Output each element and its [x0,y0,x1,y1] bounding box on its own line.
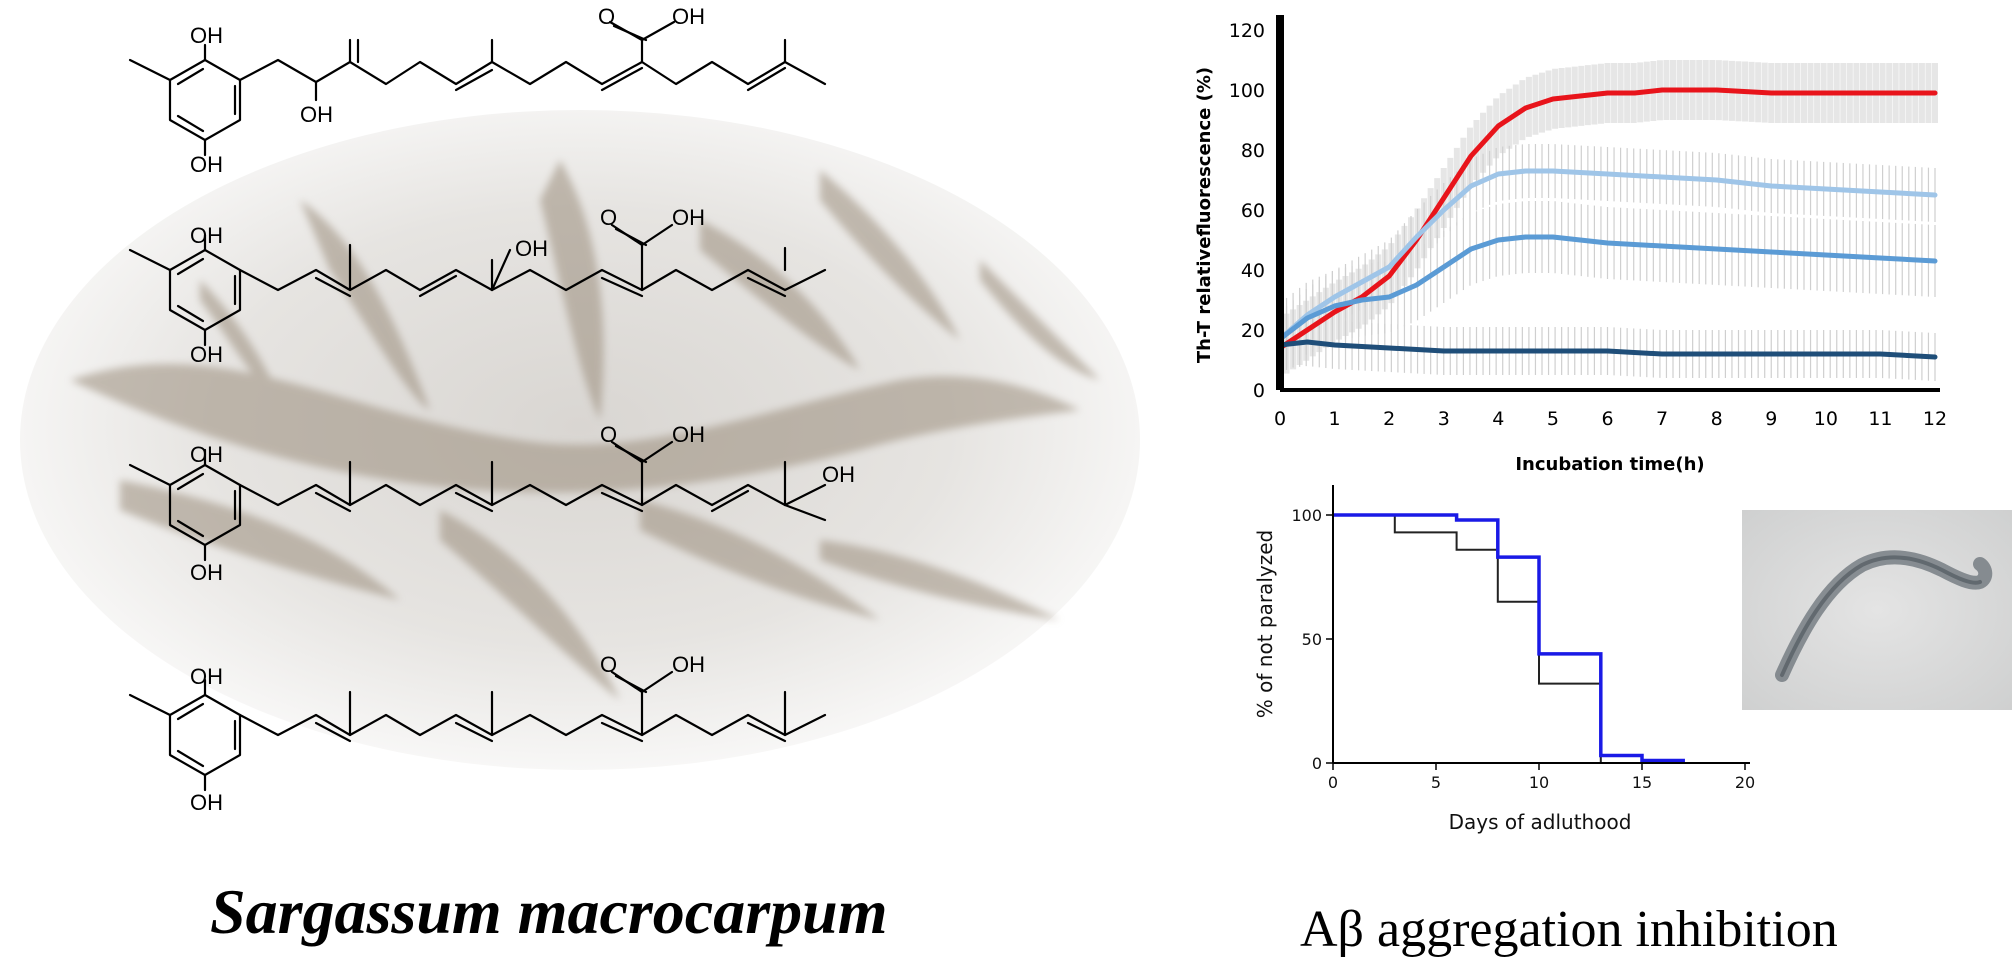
x-tick-label: 2 [1383,408,1395,430]
survival-series-1 [1333,514,1642,764]
atom-label: OH [672,4,705,29]
atom-label: OH [300,102,333,127]
x-tick-label: 12 [1923,408,1947,430]
atom-label: O [600,205,617,230]
y-tick-label: 50 [1302,630,1322,649]
seaweed-background-image [20,110,1140,770]
atom-label: OH [190,23,223,48]
atom-label: OH [190,152,223,177]
x-tick-label: 7 [1656,408,1668,430]
y-tick-label: 80 [1241,140,1265,162]
y-tick-label: 20 [1241,320,1265,342]
atom-label: OH [672,652,705,677]
x-tick-label: 6 [1601,408,1613,430]
y-tick-label: 100 [1291,506,1322,525]
y-axis-title: Th-T relativefluorescence (%) [1194,67,1215,363]
x-tick-label: 11 [1868,408,1892,430]
atom-label: OH [190,664,223,689]
atom-label: O [600,422,617,447]
x-tick-label: 5 [1547,408,1559,430]
x-tick-label: 4 [1492,408,1504,430]
survival-series-2 [1333,513,1685,763]
atom-label: OH [190,342,223,367]
species-caption: Sargassum macrocarpum [210,876,888,947]
y-axis-title: % of not paralyzed [1253,530,1277,718]
x-tick-label: 8 [1711,408,1723,430]
molecule-3 [128,440,827,562]
aggregation-caption: Aβ aggregation inhibition [1300,901,1838,958]
y-tick-label: 0 [1253,380,1265,402]
atom-label: OH [672,422,705,447]
x-tick-label: 9 [1765,408,1777,430]
y-tick-label: 0 [1312,754,1322,773]
series-line-1 [1277,87,1938,351]
atom-label: O [598,4,615,29]
x-axis-title: Incubation time(h) [1515,454,1704,475]
molecule-2 [128,223,827,347]
worm-photo [1742,510,2012,710]
molecule-4 [128,670,827,792]
atom-label: OH [672,205,705,230]
atom-label: OH [190,560,223,585]
chemical-structures: OH OH OH O OH OH OH OH O OH OH OH OH O O… [128,4,855,815]
x-tick-label: 0 [1274,408,1286,430]
series-line-2 [1277,168,1938,342]
atom-label: O [600,652,617,677]
series-line-4 [1277,339,1938,360]
x-tick-label: 1 [1329,408,1341,430]
y-tick-label: 100 [1229,80,1265,102]
y-tick-label: 40 [1241,260,1265,282]
x-tick-label: 10 [1529,773,1549,792]
atom-label: OH [515,236,548,261]
molecule-1 [128,20,827,157]
atom-label: OH [822,462,855,487]
x-tick-label: 5 [1431,773,1441,792]
x-tick-label: 20 [1735,773,1755,792]
atom-label: OH [190,223,223,248]
y-tick-label: 60 [1241,200,1265,222]
atom-label: OH [190,790,223,815]
series-line-3 [1277,234,1938,342]
x-tick-label: 10 [1814,408,1838,430]
paralysis-survival-chart: 0 5 10 15 20 0 50 100 Days of adluthood % of no… [1253,485,1755,834]
atom-label: OH [190,442,223,467]
y-tick-label: 120 [1229,20,1265,42]
x-axis-title: Days of adluthood [1449,810,1632,834]
x-tick-label: 15 [1632,773,1652,792]
x-tick-label: 0 [1328,773,1338,792]
x-tick-label: 3 [1438,408,1450,430]
